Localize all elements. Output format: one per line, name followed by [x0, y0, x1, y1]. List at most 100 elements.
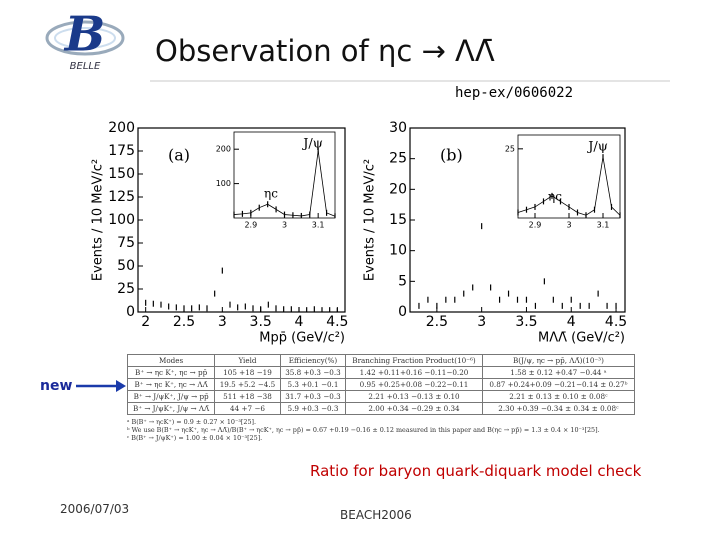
logo-swirl: [54, 27, 116, 49]
y-tick-label: 25: [389, 151, 407, 167]
footer-conference: BEACH2006: [340, 508, 412, 522]
fit-curve: [233, 150, 336, 217]
divider: [150, 80, 670, 82]
table-header: Modes Yield Efficiency(%) Branching Fractio…: [126, 354, 636, 367]
footnote: ᶜ B(B⁺ → J/ψK⁺) = 1.00 ± 0.04 × 10⁻³[25]…: [127, 434, 263, 442]
new-label: new: [40, 378, 73, 394]
y-tick-label: 10: [389, 243, 407, 259]
table-cell: 0.95 +0.25+0.08 −0.22−0.11: [345, 378, 483, 391]
x-tick-label: 2: [141, 314, 150, 330]
footnote: ᵃ B(B⁺ → ηcK⁺) = 0.9 ± 0.27 × 10⁻³[25].: [127, 418, 257, 426]
arrow: [76, 380, 126, 392]
table-cell: B⁺ → ηc K⁺, ηc → pp̄: [126, 366, 216, 379]
table-cell: B⁺ → J/ψK⁺, J/ψ → pp̄: [126, 390, 216, 403]
column-header: Efficiency(%): [279, 354, 347, 367]
arrow-head: [116, 380, 126, 392]
y-tick-label: 30: [389, 120, 407, 136]
table-cell: 511 +18 −38: [214, 390, 281, 403]
table-cell: 5.9 +0.3 −0.3: [279, 402, 347, 415]
x-tick-label: 4: [567, 314, 576, 330]
y-tick-label: 75: [117, 235, 135, 251]
peak-label: J/ψ: [301, 137, 323, 152]
x-tick-label: 3: [566, 221, 571, 230]
table-cell: 1.58 ± 0.12 +0.47 −0.44 ᵃ: [481, 366, 636, 379]
note: Ratio for baryon quark-diquark model che…: [310, 462, 642, 480]
table-row: B⁺ → ηc K⁺, ηc → ΛΛ̄ 19.5 +5.2 −4.5 5.3 +0…: [126, 378, 636, 391]
table-cell: 105 +18 −19: [214, 366, 281, 379]
peak-label: J/ψ: [586, 140, 608, 155]
table-row: B⁺ → ηc K⁺, ηc → pp̄ 105 +18 −19 35.8 +0.3…: [126, 366, 636, 379]
y-tick-label: 0: [398, 304, 407, 320]
table-cell: 2.21 +0.13 −0.13 ± 0.10: [345, 390, 483, 403]
x-tick-label: 3.5: [515, 314, 537, 330]
title: Observation of ηc → ΛΛ̄: [155, 34, 495, 68]
y-axis-label: Events / 10 MeV/c²: [91, 159, 106, 281]
table-cell: 0.87 +0.24+0.09 −0.21−0.14 ± 0.27ᵇ: [481, 378, 636, 391]
footnote: ᵇ We use B(B⁺ → ηcK⁺, ηc → ΛΛ̄)/B(B⁺ → η…: [127, 426, 600, 434]
fit-curve: [517, 157, 621, 216]
table-cell: 2.00 +0.34 −0.29 ± 0.34: [345, 402, 483, 415]
table-cell: 44 +7 −6: [214, 402, 281, 415]
x-tick-label: 3: [477, 314, 486, 330]
y-tick-label: 15: [389, 212, 407, 228]
peak-label: ηc: [548, 190, 562, 204]
y-tick-label: 25: [117, 281, 135, 297]
y-tick-label: 20: [389, 181, 407, 197]
reference: hep-ex/0606022: [455, 85, 574, 101]
y-tick-label: 175: [108, 143, 135, 159]
column-header: B(J/ψ, ηc → pp̄, ΛΛ̄)(10⁻³): [481, 354, 636, 367]
y-tick-label: 100: [108, 212, 135, 228]
x-tick-label: 4.5: [326, 314, 348, 330]
logo-text: BELLE: [70, 61, 101, 72]
x-axis-label: Mpp̄ (GeV/c²): [259, 331, 345, 346]
table-cell: B⁺ → J/ψK⁺, J/ψ → ΛΛ̄: [126, 402, 216, 415]
y-tick-label: 200: [108, 120, 135, 136]
y-tick-label: 125: [108, 189, 135, 205]
x-tick-label: 2.5: [173, 314, 195, 330]
y-axis-label: Events / 10 MeV/c²: [363, 159, 378, 281]
panel-label: (b): [440, 146, 463, 165]
table-cell: 31.7 +0.3 −0.3: [279, 390, 347, 403]
x-axis-label: MΛΛ̄ (GeV/c²): [538, 331, 625, 346]
x-tick-label: 2.9: [244, 221, 257, 230]
logo-letter: B: [63, 8, 106, 63]
column-header: Yield: [214, 354, 281, 367]
logo-swirl: [45, 20, 125, 56]
table-cell: 5.3 +0.1 −0.1: [279, 378, 347, 391]
column-header: Modes: [126, 354, 216, 367]
table-row: B⁺ → J/ψK⁺, J/ψ → ΛΛ̄ 44 +7 −6 5.9 +0.3 −0…: [126, 402, 636, 415]
column-header: Branching Fraction Product(10⁻⁶): [345, 354, 483, 367]
x-tick-label: 3.1: [597, 221, 610, 230]
y-tick-label: 200: [216, 145, 231, 154]
table-cell: B⁺ → ηc K⁺, ηc → ΛΛ̄: [126, 378, 216, 391]
table-cell: 2.21 ± 0.13 ± 0.10 ± 0.08ᶜ: [481, 390, 636, 403]
logo: B BELLE: [45, 8, 125, 72]
x-tick-label: 3: [282, 221, 287, 230]
x-tick-label: 3.5: [250, 314, 272, 330]
y-tick-label: 0: [126, 304, 135, 320]
peak-label: ηc: [264, 187, 278, 201]
footer-date: 2006/07/03: [60, 502, 130, 516]
table-cell: 19.5 +5.2 −4.5: [214, 378, 281, 391]
table-row: B⁺ → J/ψK⁺, J/ψ → pp̄ 511 +18 −38 31.7 +0.…: [126, 390, 636, 403]
inset-frame: [233, 131, 336, 219]
panel-label: (a): [168, 146, 190, 165]
x-tick-label: 4: [295, 314, 304, 330]
y-tick-label: 100: [216, 179, 231, 188]
footnotes: ᵃ B(B⁺ → ηcK⁺) = 0.9 ± 0.27 × 10⁻³[25]. ᵇ…: [127, 418, 635, 442]
table-cell: 35.8 +0.3 −0.3: [279, 366, 347, 379]
x-tick-label: 3: [218, 314, 227, 330]
y-tick-label: 5: [398, 273, 407, 289]
table-cell: 1.42 +0.11+0.16 −0.11−0.20: [345, 366, 483, 379]
table-cell: 2.30 +0.39 −0.34 ± 0.34 ± 0.08ᶜ: [481, 402, 636, 415]
y-tick-label: 25: [505, 144, 515, 153]
result-table: Modes Yield Efficiency(%) Branching Fractio…: [126, 354, 636, 442]
x-tick-label: 4.5: [605, 314, 627, 330]
x-tick-label: 3.1: [312, 221, 325, 230]
table: Modes Yield Efficiency(%) Branching Fractio…: [126, 354, 636, 415]
x-tick-label: 2.9: [529, 221, 542, 230]
y-tick-label: 150: [108, 166, 135, 182]
y-tick-label: 50: [117, 258, 135, 274]
